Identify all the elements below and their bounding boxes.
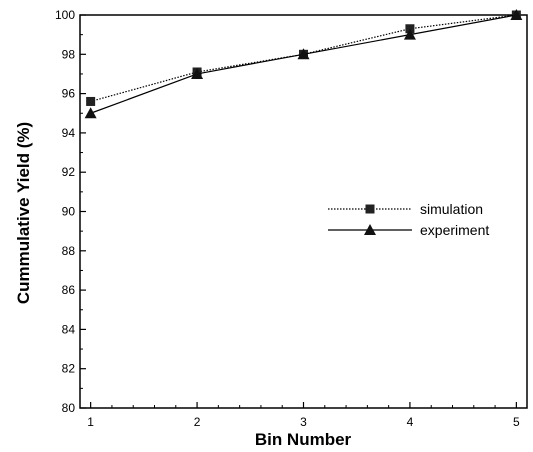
y-tick-label: 94 [62,126,76,140]
y-ticks: 80 82 84 86 88 90 92 94 96 98 100 [55,8,86,415]
legend: simulation experiment [328,201,489,238]
y-tick-label: 96 [62,87,76,101]
data-point-experiment [191,67,204,79]
legend-marker-simulation [365,204,375,214]
y-tick-label: 92 [62,165,76,179]
y-tick-label: 90 [62,205,76,219]
series-line-experiment [90,14,517,114]
data-point-experiment [403,28,416,40]
data-point-simulation [86,96,96,106]
data-point-experiment [510,9,523,20]
y-tick-label: 84 [62,322,76,336]
y-tick-label: 86 [62,283,76,297]
x-ticks: 1 2 3 4 5 [87,402,520,429]
data-point-experiment [84,107,97,119]
legend-label-experiment: experiment [420,222,489,238]
x-tick-label: 2 [194,415,201,429]
y-tick-label: 98 [62,47,76,61]
x-tick-label: 3 [300,415,307,429]
y-tick-label: 88 [62,244,76,258]
y-axis-title: Cummulative Yield (%) [14,122,33,304]
x-tick-label: 1 [87,415,94,429]
data-point-experiment [297,48,310,60]
x-tick-label: 4 [407,415,414,429]
legend-marker-experiment [364,224,376,235]
series-layer [84,9,523,119]
x-tick-label: 5 [513,415,520,429]
series-line-simulation [90,14,517,103]
legend-label-simulation: simulation [420,201,483,217]
x-axis-title: Bin Number [255,430,352,449]
y-tick-label: 100 [55,8,75,22]
y-tick-label: 80 [62,401,76,415]
y-tick-label: 82 [62,362,76,376]
